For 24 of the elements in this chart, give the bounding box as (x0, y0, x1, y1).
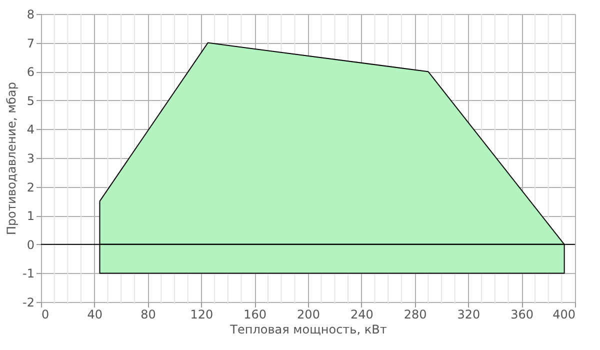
y-tick-label: 1 (26, 209, 34, 224)
y-tick-label: 7 (26, 36, 34, 50)
y-tick-label: 5 (26, 94, 34, 108)
x-tick-label: 400 (552, 308, 576, 322)
x-tick-label: 120 (190, 308, 214, 322)
y-tick-label: 2 (26, 180, 34, 194)
x-tick-label: 40 (87, 308, 103, 322)
y-tick-label: 6 (26, 65, 34, 80)
x-tick-label: 240 (350, 308, 374, 322)
y-tick-label: 3 (26, 152, 34, 166)
y-tick-label: 8 (26, 8, 34, 22)
x-axis-title: Тепловая мощность, кВт (229, 322, 387, 336)
y-axis-title: Противодавление, мбар (4, 82, 19, 236)
y-tick-label: 4 (26, 122, 34, 137)
x-tick-label: 160 (244, 308, 267, 322)
y-tick-label: 0 (26, 238, 34, 252)
y-tick-label: -1 (22, 266, 34, 281)
x-tick-label: 360 (510, 308, 534, 322)
x-tick-label: 0 (42, 308, 50, 322)
x-tick-label: 280 (404, 308, 427, 322)
x-tick-label: 320 (457, 308, 480, 322)
x-tick-label: 80 (140, 308, 156, 322)
y-tick-label: -2 (22, 296, 34, 310)
x-tick-label: 200 (297, 308, 320, 322)
